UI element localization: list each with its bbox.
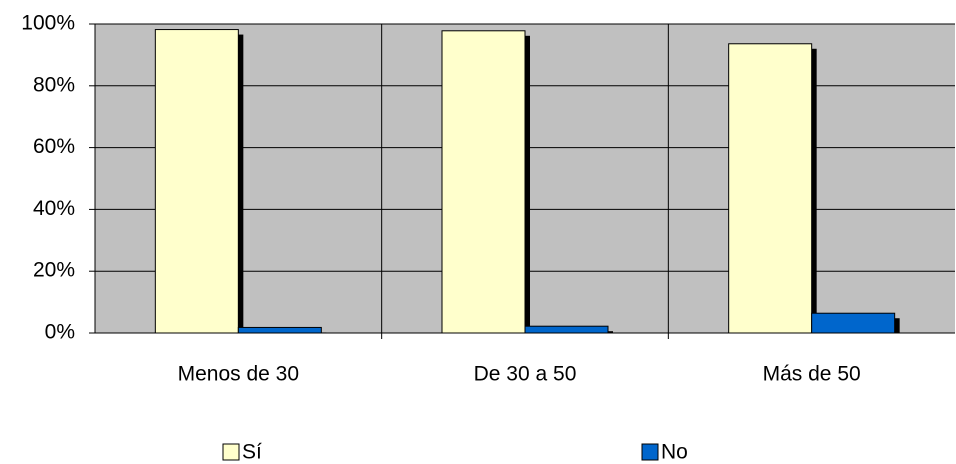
x-tick-label: Más de 50 [763,363,861,386]
bar [524,325,609,334]
y-tick-label: 40% [33,197,75,220]
bar [811,312,896,334]
legend-swatch [222,443,240,461]
x-tick-label: De 30 a 50 [474,363,577,386]
y-tick-label: 20% [33,259,75,282]
x-tick-label: Menos de 30 [178,363,299,386]
y-tick-label: 60% [33,135,75,158]
legend-swatch [641,443,659,461]
bar [154,29,239,334]
y-tick-label: 80% [33,73,75,96]
y-tick-label: 100% [21,12,75,35]
bar [728,43,813,334]
bar [441,30,526,334]
legend-label: No [661,441,688,464]
bar [237,326,322,334]
legend-label: Sí [242,441,262,464]
y-tick-label: 0% [45,321,75,344]
